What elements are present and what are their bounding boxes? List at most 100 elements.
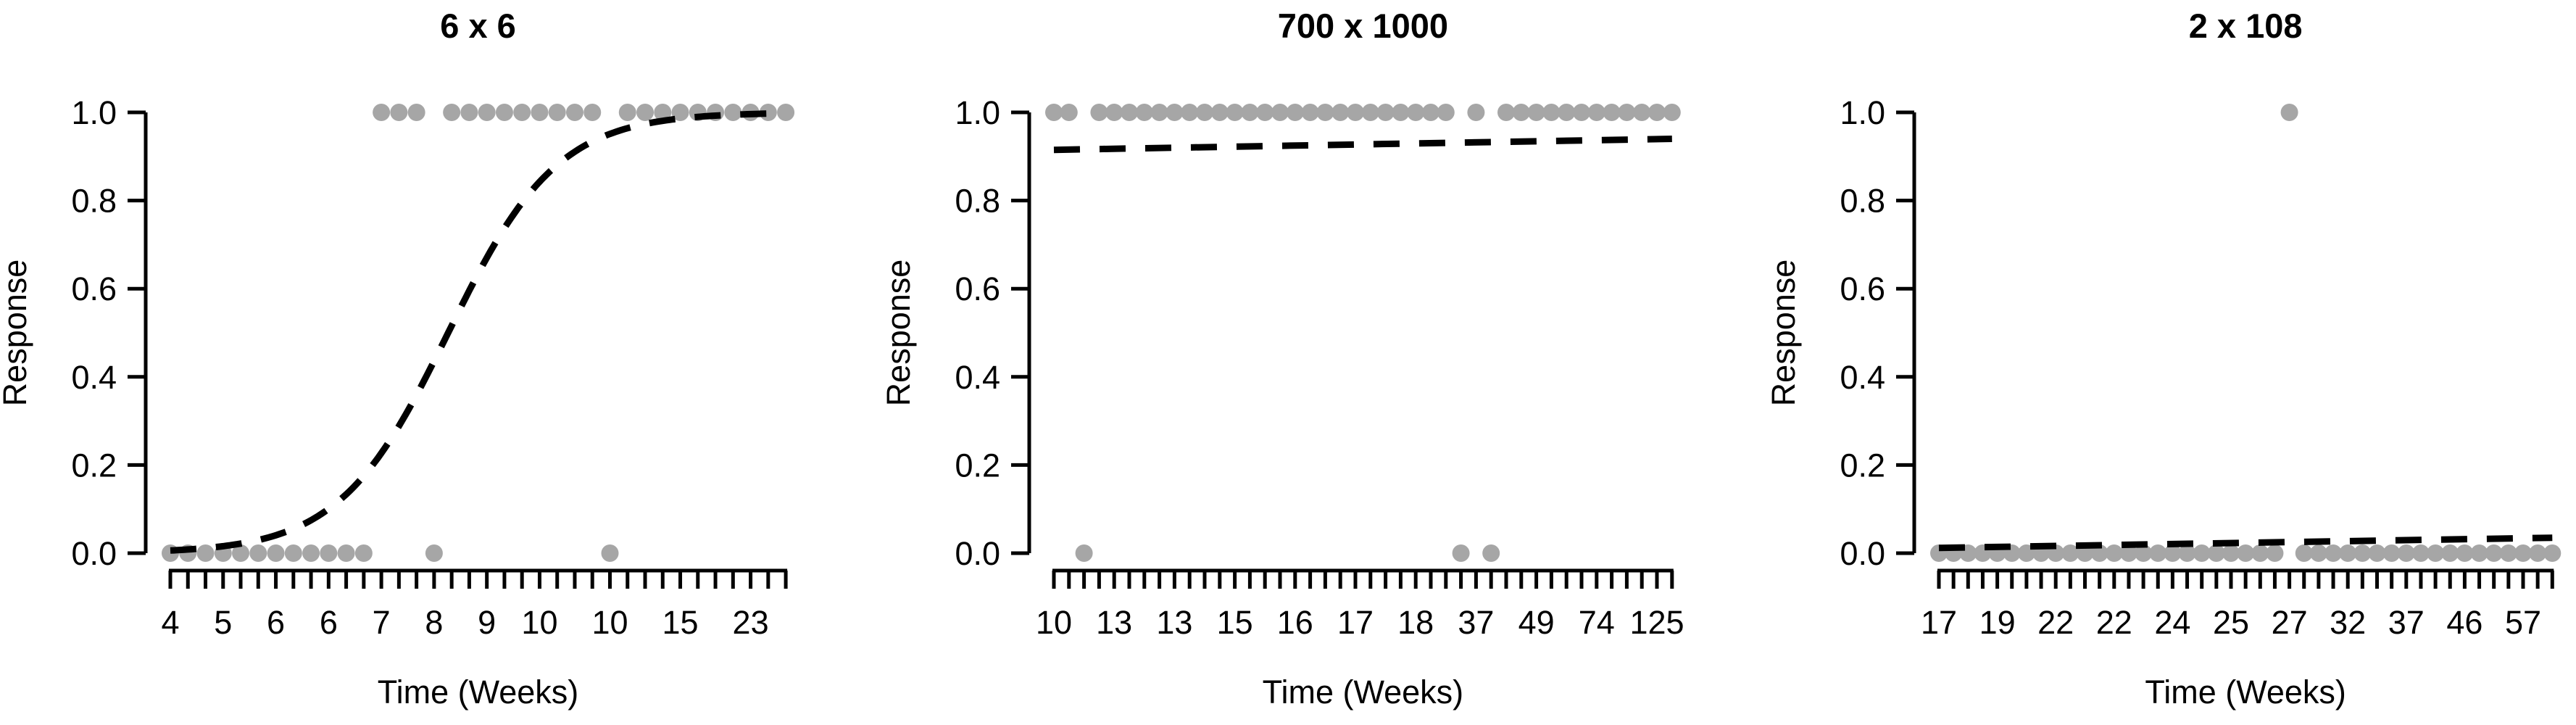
- data-point: [2368, 544, 2386, 562]
- data-point: [407, 104, 425, 121]
- data-point: [2543, 544, 2562, 562]
- x-tick-label: 5: [214, 604, 232, 641]
- data-point: [302, 544, 320, 562]
- x-tick-label: 7: [373, 604, 391, 641]
- data-point: [2164, 544, 2182, 562]
- data-point: [1331, 104, 1350, 121]
- data-point: [1135, 104, 1153, 121]
- data-point: [320, 544, 338, 562]
- data-point: [354, 544, 373, 562]
- y-tick-label: 0.6: [71, 270, 117, 307]
- x-tick-label: 37: [1458, 604, 1494, 641]
- data-point: [548, 104, 566, 121]
- data-point: [618, 104, 636, 121]
- data-point: [2411, 544, 2430, 562]
- x-tick-label: 49: [1518, 604, 1555, 641]
- data-point: [1452, 544, 1470, 562]
- data-point: [1422, 104, 1439, 121]
- x-tick-label: 32: [2330, 604, 2366, 641]
- data-point: [1603, 104, 1621, 121]
- data-point: [1527, 104, 1545, 121]
- data-point: [1060, 104, 1078, 121]
- data-point: [513, 104, 531, 121]
- y-tick-label: 0.2: [71, 447, 117, 484]
- data-point: [1210, 104, 1229, 121]
- data-point: [1090, 104, 1108, 121]
- data-point: [1407, 104, 1425, 121]
- data-point: [2090, 544, 2108, 562]
- data-point: [1376, 104, 1395, 121]
- data-point: [196, 544, 215, 562]
- x-tick-label: 19: [1979, 604, 2016, 641]
- data-point: [284, 544, 302, 562]
- data-point: [1482, 544, 1500, 562]
- data-point: [636, 104, 655, 121]
- x-tick-label: 6: [267, 604, 285, 641]
- data-point: [2193, 544, 2211, 562]
- x-tick-label: 9: [478, 604, 496, 641]
- data-point: [1587, 104, 1605, 121]
- data-point: [2382, 544, 2401, 562]
- data-point: [1256, 104, 1274, 121]
- data-point: [601, 544, 619, 562]
- data-point: [2178, 544, 2196, 562]
- panel-title: 700 x 1000: [1278, 7, 1448, 45]
- data-point: [2309, 544, 2327, 562]
- x-tick-label: 25: [2213, 604, 2249, 641]
- data-point: [724, 104, 742, 121]
- fit-curve: [1053, 136, 1672, 154]
- x-tick-label: 27: [2272, 604, 2308, 641]
- data-point: [1512, 104, 1530, 121]
- x-tick-label: 16: [1277, 604, 1313, 641]
- data-point: [478, 104, 496, 121]
- y-tick-label: 0.0: [955, 535, 1000, 572]
- x-tick-label: 13: [1156, 604, 1192, 641]
- data-point: [2499, 544, 2517, 562]
- data-point: [1558, 104, 1576, 121]
- x-tick-label: 10: [591, 604, 628, 641]
- y-tick-label: 0.4: [1840, 359, 1885, 396]
- y-tick-label: 0.8: [955, 183, 1000, 220]
- data-point: [1181, 104, 1199, 121]
- data-point: [2280, 104, 2298, 121]
- panel-2: 700 x 1000 0.0 0.2 0.4 0.6 0.8 1.0 Response 10 13…: [880, 7, 1684, 710]
- data-point: [443, 104, 461, 121]
- data-point: [1497, 104, 1515, 121]
- data-point: [2353, 544, 2372, 562]
- data-point: [2427, 544, 2445, 562]
- y-axis-title: Response: [1765, 260, 1802, 407]
- y-tick-label: 0.6: [955, 270, 1000, 307]
- data-point: [1271, 104, 1289, 121]
- data-point: [654, 104, 672, 121]
- data-point: [671, 104, 689, 121]
- y-tick-label: 1.0: [71, 94, 117, 131]
- data-point: [1648, 104, 1666, 121]
- data-point: [1105, 104, 1123, 121]
- data-point: [390, 104, 408, 121]
- data-point: [373, 104, 391, 121]
- fit-curve: [1938, 534, 2553, 552]
- x-tick-label: 13: [1096, 604, 1132, 641]
- data-point: [2237, 544, 2255, 562]
- x-tick-label: 6: [320, 604, 338, 641]
- data-point: [1663, 104, 1681, 121]
- data-point: [1467, 104, 1485, 121]
- x-tick-label: 74: [1579, 604, 1615, 641]
- data-point: [777, 104, 795, 121]
- data-point: [2514, 544, 2532, 562]
- data-point: [2441, 544, 2459, 562]
- data-point: [1241, 104, 1259, 121]
- y-tick-label: 0.6: [1840, 270, 1885, 307]
- data-point: [1437, 104, 1455, 121]
- data-point: [1150, 104, 1168, 121]
- y-tick-label: 1.0: [1840, 94, 1885, 131]
- x-tick-label: 8: [425, 604, 443, 641]
- y-tick-label: 0.8: [1840, 183, 1885, 220]
- data-point: [2470, 544, 2488, 562]
- data-point: [2529, 544, 2547, 562]
- x-axis-title: Time (Weeks): [1263, 674, 1464, 710]
- y-tick-label: 0.4: [955, 359, 1000, 396]
- data-point: [2266, 544, 2284, 562]
